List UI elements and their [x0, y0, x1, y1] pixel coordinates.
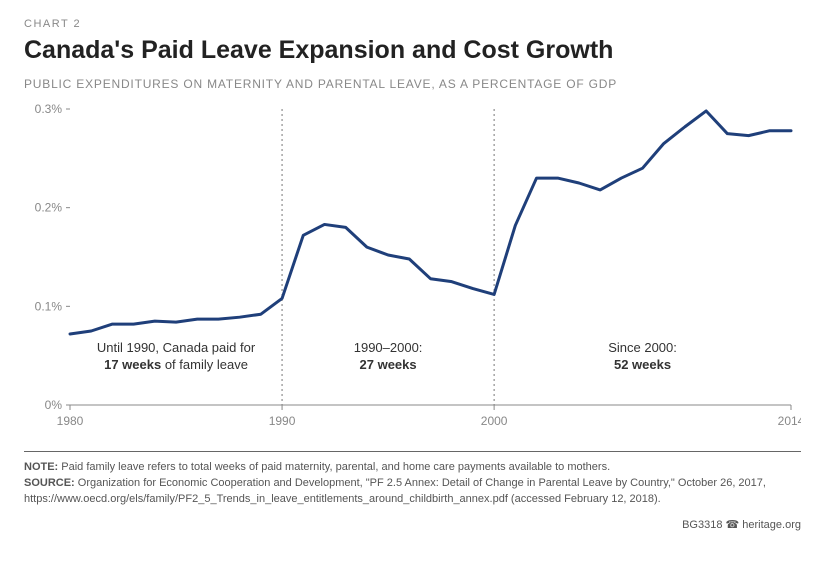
svg-text:0.2%: 0.2% — [35, 201, 63, 215]
svg-text:2014: 2014 — [778, 414, 801, 428]
svg-text:0.1%: 0.1% — [35, 299, 63, 313]
chart-title: Canada's Paid Leave Expansion and Cost G… — [24, 36, 801, 65]
source-text: Organization for Economic Cooperation an… — [24, 477, 766, 505]
footer: BG3318 ☎ heritage.org — [24, 518, 801, 531]
chart-area: 0% 0.1% 0.2% 0.3% 1980 1990 2000 2014 Until 1990… — [24, 101, 801, 441]
footer-site: heritage.org — [742, 519, 801, 531]
svg-text:1990: 1990 — [269, 414, 296, 428]
svg-text:0.3%: 0.3% — [35, 102, 63, 116]
svg-text:0%: 0% — [45, 398, 63, 412]
footer-code: BG3318 — [682, 519, 722, 531]
source-label: SOURCE: — [24, 477, 78, 489]
note-text: Paid family leave refers to total weeks … — [61, 461, 610, 473]
svg-text:1980: 1980 — [57, 414, 84, 428]
chart-number-label: CHART 2 — [24, 18, 801, 30]
chart-annotation: Until 1990, Canada paid for17 weeks of f… — [71, 339, 281, 374]
note-label: NOTE: — [24, 461, 61, 473]
chart-annotation: Since 2000:52 weeks — [538, 339, 748, 374]
svg-text:2000: 2000 — [481, 414, 508, 428]
bell-icon: ☎ — [726, 519, 743, 531]
line-chart-svg: 0% 0.1% 0.2% 0.3% 1980 1990 2000 2014 Until 1990… — [24, 101, 801, 441]
notes-block: NOTE: Paid family leave refers to total … — [24, 451, 801, 508]
chart-subtitle: PUBLIC EXPENDITURES ON MATERNITY AND PAR… — [24, 77, 801, 91]
chart-annotation: 1990–2000:27 weeks — [283, 339, 493, 374]
note-line: NOTE: Paid family leave refers to total … — [24, 460, 801, 476]
source-line: SOURCE: Organization for Economic Cooper… — [24, 476, 801, 508]
